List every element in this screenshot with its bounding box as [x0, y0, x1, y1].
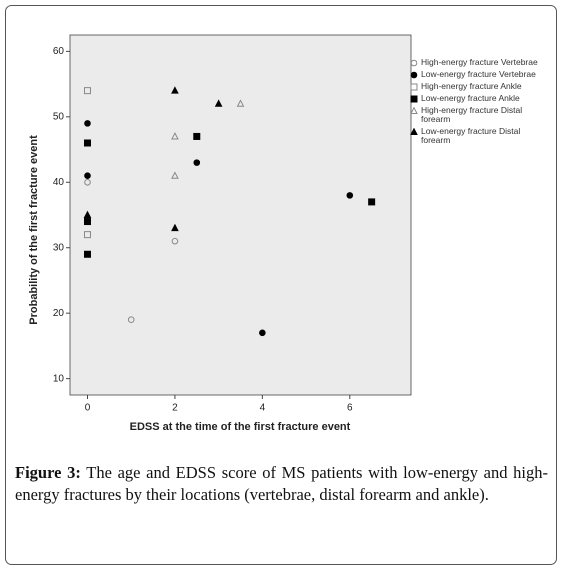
point	[410, 128, 418, 135]
legend-label: Low-energy fracture Ankle	[421, 93, 520, 103]
y-axis-label: Probability of the first fracture event	[28, 135, 40, 325]
point	[346, 192, 354, 199]
legend-item: High-energy fracture Distal forearm	[410, 106, 550, 124]
point	[84, 172, 91, 180]
legend-marker	[410, 95, 418, 103]
legend-label: High-energy fracture Vertebrae	[421, 57, 538, 67]
x-tick-label: 2	[172, 403, 178, 414]
legend-item: Low-energy fracture Distal forearm	[410, 127, 550, 145]
x-axis-label: EDSS at the time of the first fracture e…	[130, 421, 351, 433]
legend-label: Low-energy fracture Distal forearm	[421, 126, 521, 145]
y-tick-label: 30	[53, 242, 65, 253]
point	[368, 198, 376, 206]
point	[83, 210, 92, 218]
figure-border	[5, 5, 557, 565]
point	[171, 223, 179, 232]
legend-marker	[410, 107, 418, 114]
legend-marker	[410, 83, 418, 91]
x-tick-label: 6	[347, 403, 353, 414]
legend-label: Low-energy fracture Vertebrae	[421, 69, 536, 79]
point	[171, 86, 179, 94]
point	[193, 132, 201, 140]
caption: Figure 3: The age and EDSS score of MS p…	[15, 462, 548, 506]
legend-label: High-energy fracture Distal forearm	[421, 105, 523, 124]
y-tick-label: 10	[53, 373, 65, 384]
caption-text: The age and EDSS score of MS patients wi…	[15, 463, 549, 504]
point	[83, 139, 91, 147]
caption-label: Figure 3:	[15, 463, 81, 482]
legend-marker	[410, 71, 418, 79]
point	[127, 316, 135, 324]
x-tick-label: 0	[85, 403, 91, 414]
point	[410, 95, 418, 103]
point	[410, 83, 418, 91]
point	[214, 99, 223, 107]
point	[410, 71, 418, 79]
legend-item: Low-energy fracture Ankle	[410, 94, 550, 103]
point	[84, 120, 91, 127]
plot-area	[69, 34, 412, 396]
legend-marker	[410, 59, 418, 67]
point	[171, 132, 179, 140]
x-tick-label: 4	[260, 403, 266, 414]
point	[83, 231, 91, 239]
point	[83, 218, 91, 226]
y-tick-label: 40	[53, 177, 65, 188]
point	[83, 87, 91, 95]
legend-label: High-energy fracture Ankle	[421, 81, 522, 91]
point	[84, 178, 91, 186]
legend: High-energy fracture Vertebrae Low-energy…	[410, 58, 550, 148]
point	[410, 107, 418, 114]
legend-item: High-energy fracture Ankle	[410, 82, 550, 91]
legend-marker	[410, 128, 418, 135]
point	[236, 99, 245, 107]
point	[193, 159, 201, 166]
y-tick-label: 20	[53, 308, 65, 319]
y-tick-label: 60	[53, 46, 65, 57]
y-tick-label: 50	[53, 111, 65, 122]
point	[259, 329, 266, 337]
legend-item: Low-energy fracture Vertebrae	[410, 70, 550, 79]
point	[410, 59, 418, 67]
point	[83, 250, 91, 258]
legend-item: High-energy fracture Vertebrae	[410, 58, 550, 67]
point	[171, 171, 179, 179]
point	[171, 237, 179, 245]
